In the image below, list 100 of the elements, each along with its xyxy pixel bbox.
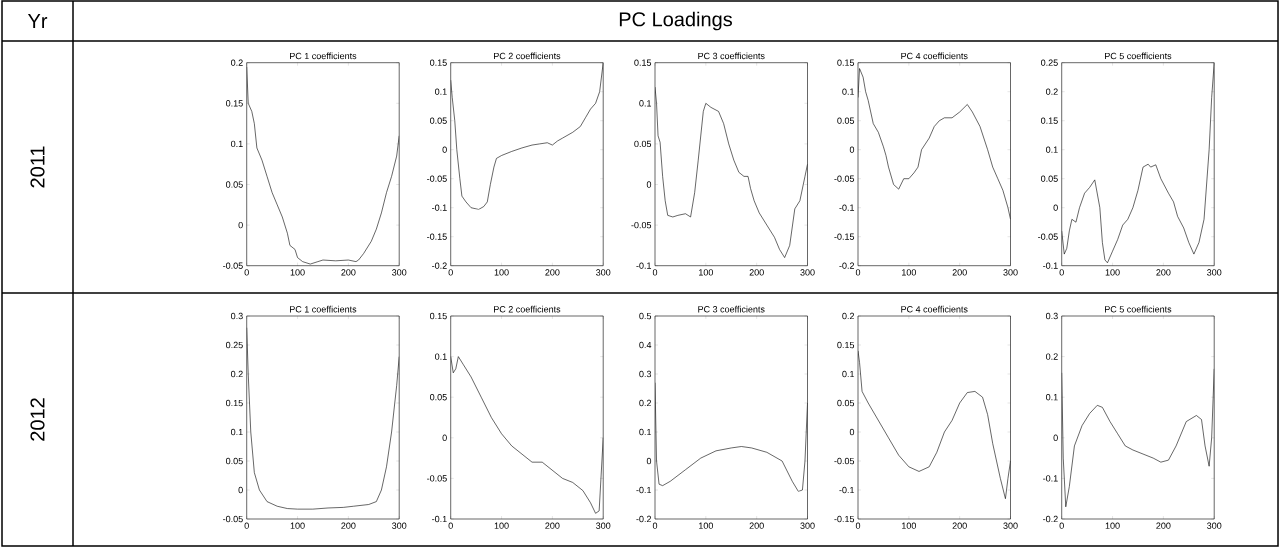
y-tick-label: 0 (849, 146, 855, 153)
y-tick-label: 0.25 (1041, 59, 1058, 66)
y-tick-label: -0.05 (223, 515, 243, 523)
y-tick-label: 0.25 (226, 341, 243, 349)
y-tick-label: 0.3 (639, 370, 652, 378)
x-tick-label: 300 (392, 269, 407, 276)
chart-title: PC 4 coefficients (901, 305, 968, 313)
x-tick-label: 300 (596, 269, 611, 276)
y-tick-label: 0.15 (430, 59, 447, 66)
x-tick-label: 0 (448, 522, 453, 529)
x-tick-label: 300 (800, 269, 815, 276)
x-tick-label: 200 (545, 269, 560, 276)
y-tick-label: 0 (238, 486, 243, 494)
x-tick-label: 200 (341, 522, 356, 529)
y-tick-label: 0.1 (639, 428, 652, 436)
x-tick-label: 100 (1105, 269, 1120, 276)
y-tick-label: 0.15 (226, 399, 243, 407)
chart-title: PC 1 coefficients (290, 305, 357, 313)
x-tick-label: 0 (244, 522, 249, 529)
y-tick-label: 0.2 (231, 370, 243, 378)
y-tick-label: 0.2 (842, 312, 855, 320)
x-tick-label: 200 (1156, 522, 1171, 529)
y-tick-label: 0.1 (842, 370, 855, 378)
chart-title: PC 3 coefficients (698, 52, 765, 60)
y-tick-label: -0.15 (834, 233, 855, 240)
y-tick-label: 0.2 (1046, 88, 1058, 95)
y-tick-label: 0.2 (1046, 353, 1058, 360)
x-tick-label: 100 (902, 269, 916, 276)
y-tick-label: 0.15 (430, 312, 447, 320)
y-tick-label: 0.05 (430, 117, 447, 124)
y-tick-label: 0 (442, 434, 447, 441)
y-tick-label: 0.1 (1046, 394, 1058, 401)
chart-title: PC 2 coefficients (494, 305, 561, 313)
x-tick-label: 0 (855, 522, 861, 529)
x-tick-label: 300 (392, 522, 407, 529)
y-tick-label: 0.15 (226, 100, 243, 107)
y-tick-label: 0.1 (435, 88, 447, 95)
text: 2011 (30, 146, 45, 188)
y-tick-label: -0.1 (432, 515, 447, 523)
x-tick-label: 200 (952, 269, 967, 276)
x-tick-label: 0 (855, 269, 861, 276)
y-tick-label: 0 (442, 146, 447, 153)
x-tick-label: 100 (902, 522, 916, 529)
y-tick-label: -0.1 (839, 204, 855, 211)
y-tick-label: 0.1 (1046, 146, 1058, 153)
y-tick-label: -0.1 (636, 262, 652, 269)
y-tick-label: 0.5 (639, 312, 652, 320)
y-tick-label: 0.05 (1041, 175, 1058, 182)
y-tick-label: -0.15 (834, 515, 855, 523)
x-tick-label: 0 (1059, 269, 1064, 276)
y-tick-label: 0.15 (1041, 117, 1058, 124)
x-tick-label: 100 (494, 269, 509, 276)
x-tick-label: 100 (494, 522, 509, 529)
y-tick-label: -0.05 (631, 221, 652, 229)
y-tick-label: 0 (646, 457, 652, 465)
x-tick-label: 300 (1003, 269, 1018, 276)
y-tick-label: 0.4 (639, 341, 652, 349)
x-tick-label: 100 (699, 269, 713, 276)
y-tick-label: 0.2 (639, 399, 652, 407)
y-tick-label: -0.05 (223, 262, 243, 269)
x-tick-label: 100 (290, 269, 305, 276)
y-tick-label: 0.1 (231, 140, 243, 148)
x-tick-label: 300 (1207, 269, 1222, 276)
x-tick-label: 100 (290, 522, 305, 529)
x-tick-label: 200 (952, 522, 967, 529)
y-tick-label: -0.1 (1043, 262, 1058, 269)
chart-title: PC 5 coefficients (1105, 305, 1172, 313)
y-tick-label: -0.05 (427, 175, 447, 182)
x-tick-label: 0 (448, 269, 453, 276)
y-tick-label: 0.05 (226, 457, 243, 465)
y-tick-label: 0.1 (639, 100, 652, 107)
y-tick-label: 0.15 (837, 59, 855, 66)
y-tick-label: 0.2 (231, 59, 243, 66)
chart-title: PC 1 coefficients (290, 52, 357, 60)
y-tick-label: 0.1 (842, 88, 855, 95)
y-tick-label: 0 (849, 428, 855, 436)
y-tick-label: -0.05 (834, 457, 855, 465)
x-tick-label: 200 (749, 522, 764, 529)
x-tick-label: 200 (1156, 269, 1171, 276)
y-tick-label: 0 (238, 221, 243, 229)
line-series (1061, 62, 1215, 264)
y-tick-label: -0.1 (432, 204, 447, 211)
y-tick-label: 0.05 (837, 117, 855, 124)
y-tick-label: 0.3 (1046, 312, 1058, 320)
y-tick-label: -0.2 (432, 262, 447, 269)
x-tick-label: 200 (545, 522, 560, 529)
y-tick-label: -0.1 (839, 486, 855, 494)
x-tick-label: 0 (244, 269, 249, 276)
x-tick-label: 300 (1003, 522, 1018, 529)
x-tick-label: 0 (652, 269, 658, 276)
x-tick-label: 0 (1059, 522, 1064, 529)
y-tick-label: 0.1 (435, 353, 447, 360)
chart-title: PC 5 coefficients (1105, 52, 1172, 60)
text: 2012 (30, 398, 45, 441)
x-tick-label: 100 (1105, 522, 1120, 529)
y-tick-label: 0 (646, 181, 652, 188)
text: Yr (27, 14, 48, 28)
y-tick-label: 0 (1053, 434, 1058, 441)
x-tick-label: 100 (699, 522, 713, 529)
y-tick-label: -0.1 (636, 486, 652, 494)
